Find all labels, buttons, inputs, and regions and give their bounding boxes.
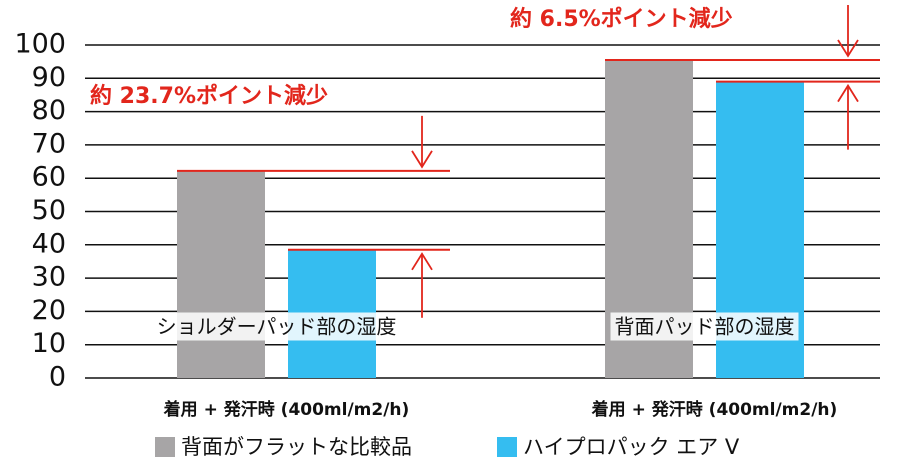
category-label: ショルダーパッド部の湿度 [157, 315, 397, 339]
y-tick-label: 90 [32, 62, 66, 93]
arrow-head [411, 252, 433, 271]
arrow-head [837, 39, 859, 58]
y-tick-label: 60 [32, 162, 66, 193]
y-tick-label: 100 [14, 29, 66, 60]
y-tick-label: 0 [49, 362, 66, 393]
y-tick-label: 80 [32, 95, 66, 126]
condition-label: 着用 + 発汗時 (400ml/m2/h) [591, 399, 838, 420]
category-label: 背面パッド部の湿度 [615, 315, 795, 339]
annotation: 約 6.5%ポイント減少 [510, 6, 733, 32]
category-label-bg [152, 312, 401, 341]
annotation: 約 23.7%ポイント減少 [90, 83, 328, 109]
bar [177, 170, 265, 378]
legend-swatch [155, 437, 175, 457]
arrow-head [837, 83, 859, 103]
legend-swatch [497, 437, 517, 457]
y-tick-label: 40 [32, 228, 66, 259]
condition-label: 着用 + 発汗時 (400ml/m2/h) [163, 399, 410, 420]
y-tick-label: 50 [32, 195, 66, 226]
y-tick-label: 20 [32, 295, 66, 326]
y-tick-label: 70 [32, 128, 66, 159]
arrow-head [411, 150, 433, 169]
category-label-bg [610, 312, 799, 341]
legend-label: ハイプロパック エア V [523, 435, 740, 459]
y-tick-label: 30 [32, 262, 66, 293]
legend-label: 背面がフラットな比較品 [181, 435, 412, 459]
y-tick-label: 10 [32, 328, 66, 359]
